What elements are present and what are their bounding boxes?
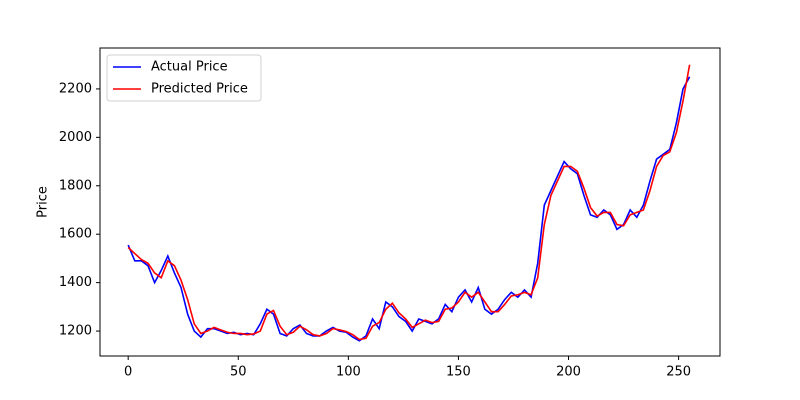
- legend-label: Predicted Price: [151, 82, 248, 97]
- plot-area: [99, 47, 721, 357]
- x-tick-label: 100: [336, 365, 361, 380]
- y-tick-label: 1200: [59, 324, 92, 339]
- x-tick-label: 150: [446, 365, 471, 380]
- x-tick-label: 50: [230, 365, 247, 380]
- legend-label: Actual Price: [151, 60, 228, 75]
- series-line: [127, 76, 691, 342]
- x-tick-label: 250: [666, 365, 691, 380]
- y-tick-label: 2200: [59, 81, 92, 96]
- y-tick-label: 2000: [59, 130, 92, 145]
- y-tick-label: 1600: [59, 227, 92, 242]
- x-tick-label: 0: [124, 365, 132, 380]
- y-tick-label: 1400: [59, 275, 92, 290]
- legend-box: [106, 54, 262, 102]
- series-line: [127, 64, 691, 341]
- x-tick-label: 200: [556, 365, 581, 380]
- y-tick-label: 1800: [59, 178, 92, 193]
- y-axis-label: Price: [36, 186, 51, 218]
